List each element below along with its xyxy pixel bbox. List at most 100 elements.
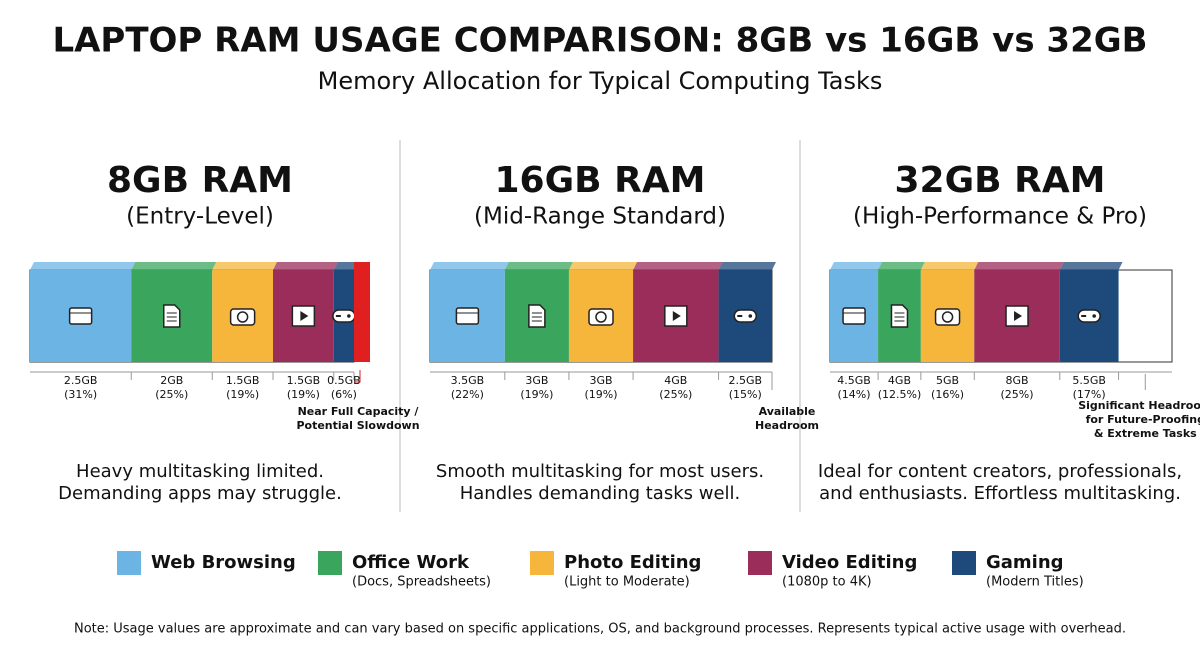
- value-label: 5GB: [936, 374, 959, 387]
- icon: [300, 311, 309, 321]
- value-label: 1.5GB: [226, 374, 260, 387]
- percent-label: (12.5%): [878, 388, 922, 401]
- value-label: 4.5GB: [837, 374, 871, 387]
- bar-top: [504, 262, 573, 270]
- legend-swatch: [952, 551, 976, 575]
- panel-subtitle: (Entry-Level): [126, 204, 274, 230]
- value-label: 2.5GB: [728, 374, 762, 387]
- title: LAPTOP RAM USAGE COMPARISON: 8GB vs 16GB…: [52, 21, 1147, 61]
- icon: [1092, 314, 1096, 318]
- value-label: 3.5GB: [451, 374, 485, 387]
- value-label: 2.5GB: [64, 374, 98, 387]
- description: and enthusiasts. Effortless multitasking…: [819, 483, 1181, 504]
- percent-label: (22%): [451, 388, 484, 401]
- description: Heavy multitasking limited.: [76, 461, 324, 482]
- note: for Future-Proofing: [1086, 413, 1200, 426]
- note: Near Full Capacity /: [298, 405, 420, 418]
- value-label: 4GB: [888, 374, 911, 387]
- bar-top: [878, 262, 925, 270]
- panel-subtitle: (Mid-Range Standard): [474, 204, 726, 230]
- icon: [236, 311, 249, 323]
- percent-label: (14%): [838, 388, 871, 401]
- percent-label: (17%): [1073, 388, 1106, 401]
- footnote: Note: Usage values are approximate and c…: [74, 622, 1126, 637]
- icon: [733, 309, 758, 323]
- icon: [528, 304, 546, 328]
- icon: [672, 311, 681, 321]
- icon: [890, 304, 909, 328]
- note: Significant Headroom: [1078, 399, 1200, 412]
- description: Handles demanding tasks well.: [460, 483, 741, 504]
- bar-top: [333, 262, 358, 270]
- legend-swatch: [530, 551, 554, 575]
- legend-sub: (1080p to 4K): [782, 575, 872, 590]
- percent-label: (19%): [287, 388, 320, 401]
- percent-label: (19%): [520, 388, 553, 401]
- legend-swatch: [117, 551, 141, 575]
- bar-top: [430, 262, 509, 270]
- bar-top: [212, 262, 277, 270]
- overflow-segment: [354, 262, 370, 362]
- bar-top: [1059, 262, 1123, 270]
- bar-top: [718, 262, 776, 270]
- value-label: 8GB: [1005, 374, 1028, 387]
- percent-label: (31%): [64, 388, 97, 401]
- note: Available: [759, 405, 816, 418]
- value-label: 3GB: [525, 374, 548, 387]
- panel-subtitle: (High-Performance & Pro): [853, 204, 1147, 230]
- bar-top: [974, 262, 1064, 270]
- icon: [1077, 309, 1101, 323]
- percent-label: (16%): [931, 388, 964, 401]
- legend-sub: (Modern Titles): [986, 575, 1084, 590]
- panel-title: 16GB RAM: [494, 160, 705, 201]
- icon: [347, 314, 351, 318]
- value-label: 3GB: [589, 374, 612, 387]
- icon: [748, 314, 753, 318]
- bar-top: [830, 262, 883, 270]
- note: & Extreme Tasks: [1094, 427, 1197, 440]
- percent-label: (19%): [226, 388, 259, 401]
- bar-top: [920, 262, 979, 270]
- legend-swatch: [748, 551, 772, 575]
- percent-label: (15%): [729, 388, 762, 401]
- value-label: 5.5GB: [1072, 374, 1106, 387]
- panel-title: 32GB RAM: [894, 160, 1105, 201]
- value-label: 2GB: [160, 374, 183, 387]
- description: Ideal for content creators, professional…: [818, 461, 1182, 482]
- icon: [163, 304, 181, 328]
- description: Demanding apps may struggle.: [58, 483, 342, 504]
- legend-sub: (Docs, Spreadsheets): [352, 575, 491, 590]
- legend-sub: (Light to Moderate): [564, 575, 690, 590]
- percent-label: (25%): [659, 388, 692, 401]
- legend-name: Photo Editing: [564, 552, 701, 573]
- bar-top: [131, 262, 217, 270]
- bar-top: [30, 262, 136, 270]
- percent-label: (6%): [331, 388, 357, 401]
- note: Headroom: [755, 419, 819, 432]
- percent-label: (25%): [1001, 388, 1034, 401]
- panel-title: 8GB RAM: [107, 160, 293, 201]
- icon: [68, 307, 93, 325]
- icon: [455, 307, 480, 325]
- value-label: 4GB: [664, 374, 687, 387]
- bar-top: [273, 262, 338, 270]
- icon: [1014, 311, 1023, 321]
- legend-name: Video Editing: [782, 552, 917, 573]
- value-label: 1.5GB: [287, 374, 321, 387]
- bar-top: [568, 262, 638, 270]
- legend-swatch: [318, 551, 342, 575]
- subtitle: Memory Allocation for Typical Computing …: [318, 67, 883, 95]
- note: Potential Slowdown: [296, 419, 419, 432]
- legend-name: Web Browsing: [151, 552, 296, 573]
- description: Smooth multitasking for most users.: [436, 461, 764, 482]
- bar-top: [633, 262, 723, 270]
- value-label: 0.5GB: [327, 374, 361, 387]
- legend-name: Office Work: [352, 552, 470, 573]
- icon: [595, 311, 607, 323]
- percent-label: (25%): [155, 388, 188, 401]
- percent-label: (19%): [584, 388, 617, 401]
- legend-name: Gaming: [986, 552, 1064, 573]
- icon: [842, 307, 866, 325]
